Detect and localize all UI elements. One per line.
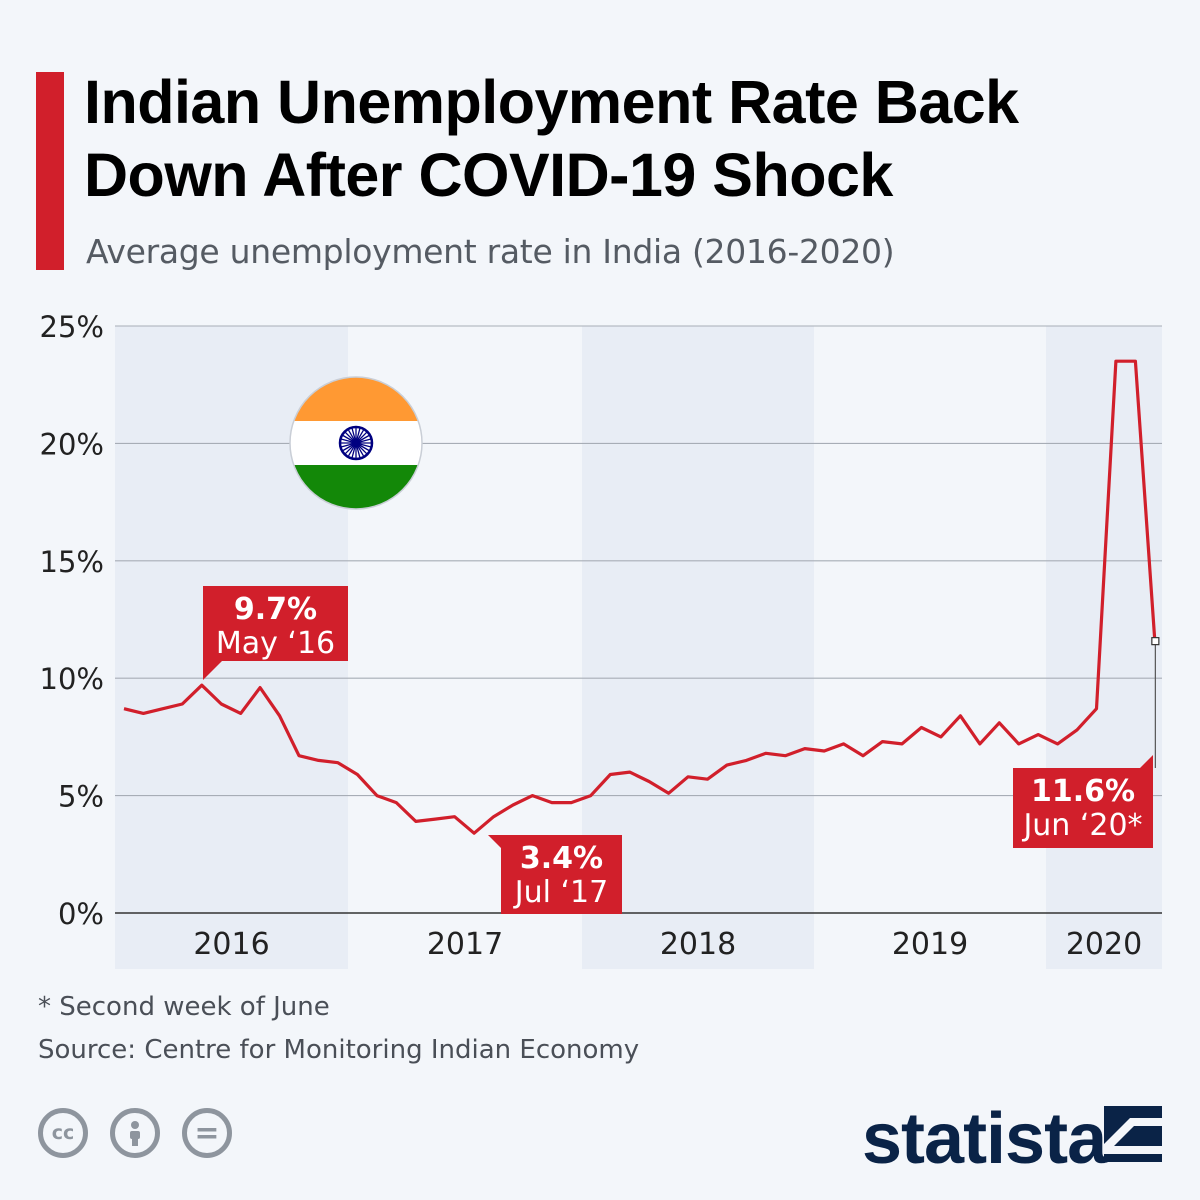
callout-box: [1013, 768, 1153, 848]
source-note: Source: Centre for Monitoring Indian Eco…: [38, 1035, 640, 1065]
flag-border: [289, 376, 423, 510]
x-year-label: 2016: [193, 927, 269, 962]
statista-logo-icon: [1104, 1106, 1162, 1162]
x-year-label: 2017: [427, 927, 503, 962]
x-year-label: 2020: [1066, 927, 1142, 962]
chart-title: Indian Unemployment Rate Back Down After…: [84, 66, 1184, 212]
equals-label: =: [194, 1115, 220, 1151]
attribution-icon[interactable]: [110, 1108, 160, 1158]
chakra-spoke: [340, 438, 372, 448]
callout: 11.6%Jun ‘20*: [1013, 755, 1153, 848]
y-tick-label: 10%: [40, 662, 104, 696]
year-band: [1046, 326, 1162, 969]
annotations: 9.7%May ‘16 3.4%Jul ‘17 11.6%Jun ‘20*: [203, 586, 1160, 914]
y-tick-label: 0%: [58, 897, 104, 931]
y-axis: 0% 5% 10% 15% 20% 25%: [40, 310, 104, 931]
no-derivatives-icon[interactable]: =: [182, 1108, 232, 1158]
callout-value: 3.4%: [520, 841, 603, 876]
india-flag-icon: [289, 376, 423, 510]
callout: 3.4%Jul ‘17: [488, 835, 622, 914]
callout-pointer: [488, 835, 501, 848]
title-accent-bar: [36, 72, 64, 270]
callout-value: 9.7%: [234, 592, 317, 627]
title-line-1: Indian Unemployment Rate Back: [84, 68, 1019, 136]
y-tick-label: 5%: [58, 780, 104, 814]
x-year-label: 2019: [892, 927, 968, 962]
line-chart: 0% 5% 10% 15% 20% 25% 2016 2017 2018 2019 2020 9.…: [40, 310, 1162, 969]
creative-commons-icon[interactable]: cc: [38, 1108, 88, 1158]
callout-box: [203, 586, 348, 661]
callout-pointer: [1140, 755, 1153, 768]
cc-label: cc: [51, 1122, 75, 1144]
y-tick-label: 15%: [40, 545, 104, 579]
y-tick-label: 25%: [40, 310, 104, 344]
callout: 9.7%May ‘16: [203, 586, 348, 680]
callout-pointer: [203, 661, 222, 680]
x-axis: 2016 2017 2018 2019 2020: [193, 927, 1142, 962]
x-year-label: 2018: [660, 927, 736, 962]
statista-logo-text[interactable]: statista: [862, 1099, 1107, 1179]
y-tick-label: 20%: [40, 427, 104, 461]
callout-box: [501, 835, 622, 914]
callout-date: May ‘16: [216, 626, 335, 661]
person-icon: [130, 1121, 140, 1146]
callout-date: Jul ‘17: [513, 875, 608, 910]
callout-value: 11.6%: [1031, 774, 1135, 809]
last-point-marker: [1151, 637, 1160, 646]
callout-date: Jun ‘20*: [1021, 808, 1142, 843]
unemployment-line: [123, 359, 1157, 835]
title-line-2: Down After COVID-19 Shock: [84, 141, 893, 209]
chart-subtitle: Average unemployment rate in India (2016…: [86, 232, 895, 271]
footnote: * Second week of June: [38, 992, 330, 1022]
series-line: [123, 359, 1157, 835]
